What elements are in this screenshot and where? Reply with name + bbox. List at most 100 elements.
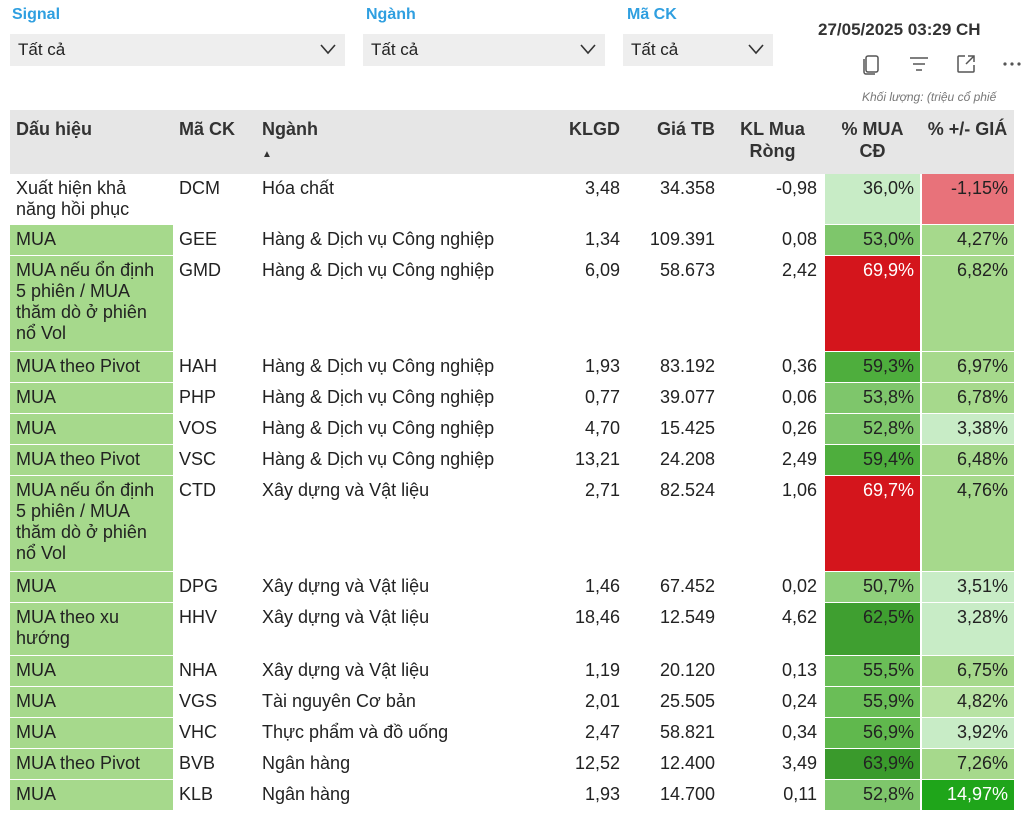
signal-cell: MUA bbox=[10, 717, 173, 749]
table-row[interactable]: MUA theo xu hướng HHV Xây dựng và Vật liệu… bbox=[10, 602, 1014, 656]
chevron-down-icon bbox=[580, 44, 596, 55]
avg-price-cell: 39.077 bbox=[626, 382, 721, 414]
code-filter-dropdown[interactable]: Tất cả bbox=[623, 34, 773, 66]
expand-icon[interactable] bbox=[954, 52, 978, 76]
column-header-avg-price[interactable]: Giá TB bbox=[626, 110, 721, 174]
column-header-volume[interactable]: KLGD bbox=[517, 110, 626, 174]
signal-filter-value: Tất cả bbox=[18, 40, 66, 59]
datetime-label: 27/05/2025 03:29 CH bbox=[818, 20, 981, 39]
volume-cell: 2,71 bbox=[517, 475, 626, 572]
signal-cell: MUA theo Pivot bbox=[10, 748, 173, 780]
signal-cell: Xuất hiện khả năng hồi phục bbox=[10, 174, 173, 225]
column-header-signal[interactable]: Dấu hiệu bbox=[10, 110, 173, 174]
buy-pct-cell: 59,3% bbox=[823, 351, 921, 383]
price-change-cell: 4,27% bbox=[920, 224, 1014, 256]
code-cell: HHV bbox=[173, 602, 256, 656]
code-cell: VOS bbox=[173, 413, 256, 445]
code-cell: KLB bbox=[173, 779, 256, 811]
volume-cell: 1,19 bbox=[517, 655, 626, 687]
copy-icon[interactable] bbox=[860, 52, 884, 76]
price-change-cell: 3,38% bbox=[920, 413, 1014, 445]
sector-cell: Tài nguyên Cơ bản bbox=[256, 686, 517, 718]
code-cell: PHP bbox=[173, 382, 256, 414]
column-header-code[interactable]: Mã CK bbox=[173, 110, 256, 174]
signal-filter-dropdown[interactable]: Tất cả bbox=[10, 34, 345, 66]
column-header-price-change[interactable]: % +/- GIÁ bbox=[921, 110, 1014, 174]
net-buy-cell: 0,26 bbox=[721, 413, 824, 445]
sector-filter-label: Ngành bbox=[366, 6, 416, 23]
more-icon[interactable] bbox=[1000, 52, 1024, 76]
volume-cell: 3,48 bbox=[517, 174, 626, 225]
buy-pct-cell: 55,9% bbox=[823, 686, 921, 718]
avg-price-cell: 14.700 bbox=[626, 779, 721, 811]
signal-cell: MUA theo Pivot bbox=[10, 444, 173, 476]
buy-pct-cell: 59,4% bbox=[823, 444, 921, 476]
net-buy-cell: 4,62 bbox=[721, 602, 824, 656]
table-row[interactable]: MUA NHA Xây dựng và Vật liệu 1,19 20.120 0,13… bbox=[10, 655, 1014, 687]
price-change-cell: -1,15% bbox=[920, 174, 1014, 225]
code-cell: VSC bbox=[173, 444, 256, 476]
price-change-cell: 3,51% bbox=[920, 571, 1014, 603]
table-row[interactable]: MUA VGS Tài nguyên Cơ bản 2,01 25.505 0,24 55,… bbox=[10, 686, 1014, 718]
column-header-net-buy[interactable]: KL Mua Ròng bbox=[721, 110, 824, 174]
net-buy-cell: 0,06 bbox=[721, 382, 824, 414]
code-cell: GEE bbox=[173, 224, 256, 256]
avg-price-cell: 20.120 bbox=[626, 655, 721, 687]
volume-cell: 2,01 bbox=[517, 686, 626, 718]
price-change-cell: 6,48% bbox=[920, 444, 1014, 476]
net-buy-cell: 0,13 bbox=[721, 655, 824, 687]
sector-cell: Ngân hàng bbox=[256, 748, 517, 780]
code-cell: HAH bbox=[173, 351, 256, 383]
table-row[interactable]: MUA KLB Ngân hàng 1,93 14.700 0,11 52,8% 14,97% bbox=[10, 779, 1014, 811]
table-row[interactable]: MUA theo Pivot BVB Ngân hàng 12,52 12.400 3,4… bbox=[10, 748, 1014, 780]
table-row[interactable]: MUA nếu ổn định 5 phiên / MUA thăm dò ở … bbox=[10, 255, 1014, 352]
avg-price-cell: 58.821 bbox=[626, 717, 721, 749]
code-cell: VGS bbox=[173, 686, 256, 718]
buy-pct-cell: 36,0% bbox=[823, 174, 921, 225]
table-row[interactable]: MUA GEE Hàng & Dịch vụ Công nghiệp 1,34 109.… bbox=[10, 224, 1014, 256]
table-row[interactable]: MUA DPG Xây dựng và Vật liệu 1,46 67.452 0,02… bbox=[10, 571, 1014, 603]
avg-price-cell: 82.524 bbox=[626, 475, 721, 572]
table-row[interactable]: MUA VHC Thực phẩm và đồ uống 2,47 58.821 0,34… bbox=[10, 717, 1014, 749]
net-buy-cell: 1,06 bbox=[721, 475, 824, 572]
sector-cell: Hàng & Dịch vụ Công nghiệp bbox=[256, 351, 517, 383]
net-buy-cell: 0,24 bbox=[721, 686, 824, 718]
buy-pct-cell: 50,7% bbox=[823, 571, 921, 603]
sector-cell: Xây dựng và Vật liệu bbox=[256, 571, 517, 603]
table-row[interactable]: MUA PHP Hàng & Dịch vụ Công nghiệp 0,77 39.0… bbox=[10, 382, 1014, 414]
column-header-buy-pct[interactable]: % MUA CĐ bbox=[824, 110, 921, 174]
signal-filter-label: Signal bbox=[12, 6, 61, 23]
filter-icon[interactable] bbox=[907, 52, 931, 76]
sector-cell: Hàng & Dịch vụ Công nghiệp bbox=[256, 413, 517, 445]
code-cell: GMD bbox=[173, 255, 256, 352]
table-row[interactable]: MUA VOS Hàng & Dịch vụ Công nghiệp 4,70 15.4… bbox=[10, 413, 1014, 445]
signal-cell: MUA bbox=[10, 382, 173, 414]
volume-cell: 2,47 bbox=[517, 717, 626, 749]
net-buy-cell: 2,42 bbox=[721, 255, 824, 352]
table-row[interactable]: MUA nếu ổn định 5 phiên / MUA thăm dò ở … bbox=[10, 475, 1014, 572]
price-change-cell: 3,28% bbox=[920, 602, 1014, 656]
table-row[interactable]: Xuất hiện khả năng hồi phục DCM Hóa chất 3,… bbox=[10, 174, 1014, 225]
price-change-cell: 3,92% bbox=[920, 717, 1014, 749]
avg-price-cell: 34.358 bbox=[626, 174, 721, 225]
signal-cell: MUA bbox=[10, 686, 173, 718]
volume-cell: 18,46 bbox=[517, 602, 626, 656]
signal-cell: MUA bbox=[10, 571, 173, 603]
code-cell: DCM bbox=[173, 174, 256, 225]
price-change-cell: 6,97% bbox=[920, 351, 1014, 383]
code-cell: NHA bbox=[173, 655, 256, 687]
table-row[interactable]: MUA theo Pivot VSC Hàng & Dịch vụ Công ngh… bbox=[10, 444, 1014, 476]
avg-price-cell: 24.208 bbox=[626, 444, 721, 476]
sector-filter-value: Tất cả bbox=[371, 40, 419, 59]
sector-filter-dropdown[interactable]: Tất cả bbox=[363, 34, 605, 66]
signal-cell: MUA nếu ổn định 5 phiên / MUA thăm dò ở … bbox=[10, 255, 173, 352]
avg-price-cell: 25.505 bbox=[626, 686, 721, 718]
signal-cell: MUA theo xu hướng bbox=[10, 602, 173, 656]
buy-pct-cell: 69,7% bbox=[823, 475, 921, 572]
price-change-cell: 7,26% bbox=[920, 748, 1014, 780]
sector-cell: Thực phẩm và đồ uống bbox=[256, 717, 517, 749]
volume-cell: 1,46 bbox=[517, 571, 626, 603]
column-header-sector[interactable]: Ngành ▲ bbox=[256, 110, 517, 174]
table-row[interactable]: MUA theo Pivot HAH Hàng & Dịch vụ Công ngh… bbox=[10, 351, 1014, 383]
table-header-row: Dấu hiệu Mã CK Ngành ▲ KLGD Giá TB KL Mu… bbox=[10, 110, 1014, 174]
